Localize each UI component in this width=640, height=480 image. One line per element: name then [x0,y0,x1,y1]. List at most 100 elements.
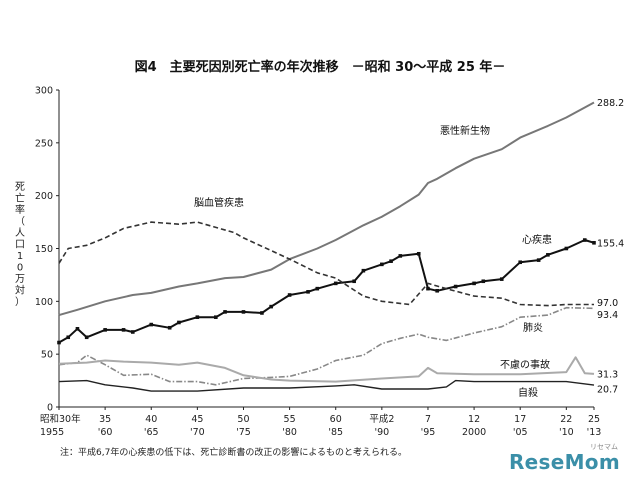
x-tick-label-era: 50 [237,414,249,425]
y-axis-label-char: 1 [17,251,23,262]
y-axis-label-char: 口 [15,240,25,251]
resemom-logo: リセマム ReseMom [509,443,620,474]
x-tick-label-year: '10 [559,427,574,438]
series-point [352,279,356,284]
x-tick-label-year: '60 [98,427,113,438]
series-point [389,259,393,263]
series-end-value-3: 93.4 [597,310,618,321]
series-point [546,253,550,257]
series-name-label-5: 自殺 [518,386,538,399]
series-line-0 [58,101,595,317]
x-tick-label-year: '70 [190,427,205,438]
series-point [103,328,107,332]
series-name-label-3: 肺炎 [523,322,543,334]
x-tick-label-era: 55 [284,414,296,425]
series-end-value-1: 155.4 [597,238,624,249]
y-tick-label: 100 [35,297,53,308]
y-axis-label-char: 人 [15,227,25,239]
series-layer [57,101,596,392]
series-point [130,330,135,334]
series-point [66,335,71,340]
series-point [333,281,338,286]
x-tick-label-year: '75 [236,427,251,438]
series-point [499,277,504,281]
series-point [287,293,292,297]
series-point [260,311,264,315]
series-point [435,288,439,293]
series-point [223,310,227,314]
y-axis-label-char: 対 [15,284,25,297]
x-tick-label-era: 17 [514,414,526,425]
series-point [306,290,310,294]
x-tick-label-year: '80 [282,427,297,438]
series-point [167,325,172,330]
series-point [84,335,89,340]
y-tick-label: 150 [35,244,53,255]
series-point [472,281,476,286]
series-point [380,262,384,267]
x-tick-label-era: 12 [468,414,480,425]
labels-layer: 悪性新生物 288.2 心疾患 155.4 脳血管疾患 97.0 肺炎 93.4 不慮の事故 31… [194,98,624,399]
y-axis-label-char: （ [15,216,25,228]
series-point [361,268,366,273]
series-point [195,315,200,319]
series-end-value-2: 97.0 [597,298,618,309]
series-end-value-5: 20.7 [597,385,618,396]
series-end-value-4: 31.3 [597,369,618,380]
series-line-5 [58,379,595,392]
series-point [481,279,486,284]
series-point [536,258,541,262]
y-tick-label: 250 [35,138,53,149]
series-point [398,254,403,258]
series-line-2 [58,221,594,307]
x-tick-label-year: '95 [421,427,436,438]
series-point [592,240,596,245]
series-name-label-1: 心疾患 [522,233,552,246]
series-point [582,238,587,242]
series-point [426,286,430,291]
x-tick-label-era: 35 [99,414,111,425]
series-point [57,340,61,345]
series-name-label-4: 不慮の事故 [500,358,550,371]
y-tick-label: 300 [35,86,53,97]
series-point [121,328,126,332]
x-tick-label-year: '90 [374,427,389,438]
series-point [241,310,246,314]
x-tick-label-era: 45 [191,414,203,425]
y-tick-label: 50 [41,350,53,361]
series-point [214,315,218,319]
series-point [315,286,320,291]
x-tick-label-era: 40 [145,414,157,425]
y-axis-label-char: 亡 [15,192,25,205]
series-line-3 [58,306,595,386]
x-tick-label-era: 昭和30年 [40,413,81,425]
series-line-1 [58,239,595,344]
series-end-value-0: 288.2 [597,98,624,109]
y-axis-label-char: 0 [17,263,23,274]
x-tick-label-year: '65 [144,427,159,438]
y-tick-label: 200 [35,191,53,202]
y-axis-label-char: 率 [15,203,25,216]
x-tick-label-year: '05 [513,427,528,438]
series-point [453,284,458,289]
series-point [149,322,154,327]
chart-title: 図4 主要死因別死亡率の年次推移 －昭和 30～平成 25 年－ [135,59,506,75]
x-tick-label-era: 22 [560,414,572,425]
series-name-label-2: 脳血管疾患 [194,196,244,209]
logo-subtext: リセマム [590,443,618,451]
series-point [416,251,421,256]
series-name-label-0: 悪性新生物 [440,124,490,137]
y-axis-label-char: 死 [15,182,25,193]
series-point [177,320,181,325]
x-tick-label-year: '13 [587,427,602,438]
x-tick-label-era: 60 [330,414,342,425]
x-tick-label-year: '85 [328,427,343,438]
series-point [518,260,523,265]
series-line-4 [58,356,595,383]
series-point [564,246,569,251]
footnote: 注：平成6,7年の心疾患の低下は、死亡診断書の改正の影響によるものと考えられる。 [60,446,407,458]
y-tick-label: 0 [47,403,53,414]
x-tick-label-era: 平成2 [369,413,394,425]
